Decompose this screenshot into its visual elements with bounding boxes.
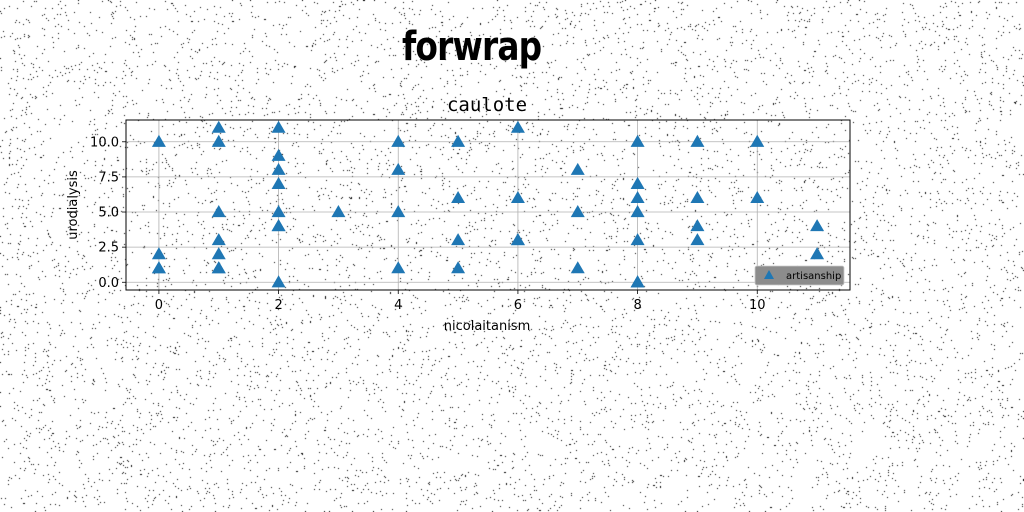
data-point [810, 219, 825, 232]
data-point [451, 190, 466, 204]
data-point [690, 233, 705, 246]
data-point [810, 247, 825, 260]
x-tick-label: 10 [749, 298, 766, 313]
data-point [271, 176, 286, 189]
y-tick-label: 10.0 [90, 135, 119, 150]
data-point [151, 261, 166, 274]
data-point [570, 205, 585, 218]
data-point [331, 205, 346, 218]
data-point [211, 134, 226, 147]
axes-frame [125, 119, 851, 291]
figure-title: forwrap [401, 24, 542, 70]
data-point [391, 162, 406, 175]
data-point [690, 190, 705, 204]
x-axis: 0 2 4 6 8 10 [155, 290, 766, 313]
data-point [271, 148, 286, 161]
data-point [391, 261, 406, 274]
legend-marker-triangle-icon [764, 270, 774, 279]
y-tick-label: 2.5 [98, 241, 119, 256]
grid [126, 120, 850, 290]
data-point [510, 120, 525, 133]
x-tick-label: 0 [155, 298, 163, 313]
x-axis-label: nicolaitanism [444, 319, 531, 334]
data-point [690, 219, 705, 232]
data-point [690, 134, 705, 147]
data-point [271, 275, 286, 288]
data-point [151, 134, 166, 147]
y-tick-label: 7.5 [98, 170, 119, 185]
data-point [391, 205, 406, 218]
data-point [211, 120, 226, 133]
y-axis-label: urodialysis [66, 170, 81, 240]
data-point [211, 233, 226, 246]
data-point [271, 162, 286, 175]
legend-entry-label: artisanship [786, 271, 841, 282]
data-point [391, 134, 406, 147]
x-tick-label: 2 [274, 298, 282, 313]
x-tick-label: 4 [394, 298, 402, 313]
data-point [750, 134, 765, 147]
data-point [271, 120, 286, 133]
data-point [510, 233, 525, 246]
data-point [211, 261, 226, 274]
legend: artisanship [754, 265, 845, 286]
data-point [750, 190, 765, 204]
data-point [271, 205, 286, 218]
x-tick-label: 8 [633, 298, 641, 313]
y-axis: 0.0 2.5 5.0 7.5 10.0 [90, 135, 126, 291]
data-point [630, 134, 645, 147]
data-point [570, 162, 585, 175]
data-point [211, 247, 226, 260]
data-point [630, 205, 645, 218]
y-tick-label: 0.0 [98, 276, 119, 291]
chart-title: caulote [447, 94, 527, 116]
data-point [630, 233, 645, 246]
data-point [630, 190, 645, 204]
data-point [451, 134, 466, 147]
data-point [451, 261, 466, 274]
data-point [211, 205, 226, 218]
y-tick-label: 5.0 [98, 206, 119, 221]
data-point [510, 190, 525, 204]
data-point [451, 233, 466, 246]
data-point [630, 275, 645, 288]
data-point [151, 247, 166, 260]
x-tick-label: 6 [514, 298, 522, 313]
data-points [151, 120, 825, 288]
data-point [570, 261, 585, 274]
legend-box [754, 265, 845, 286]
data-point [271, 219, 286, 232]
data-point [630, 176, 645, 189]
